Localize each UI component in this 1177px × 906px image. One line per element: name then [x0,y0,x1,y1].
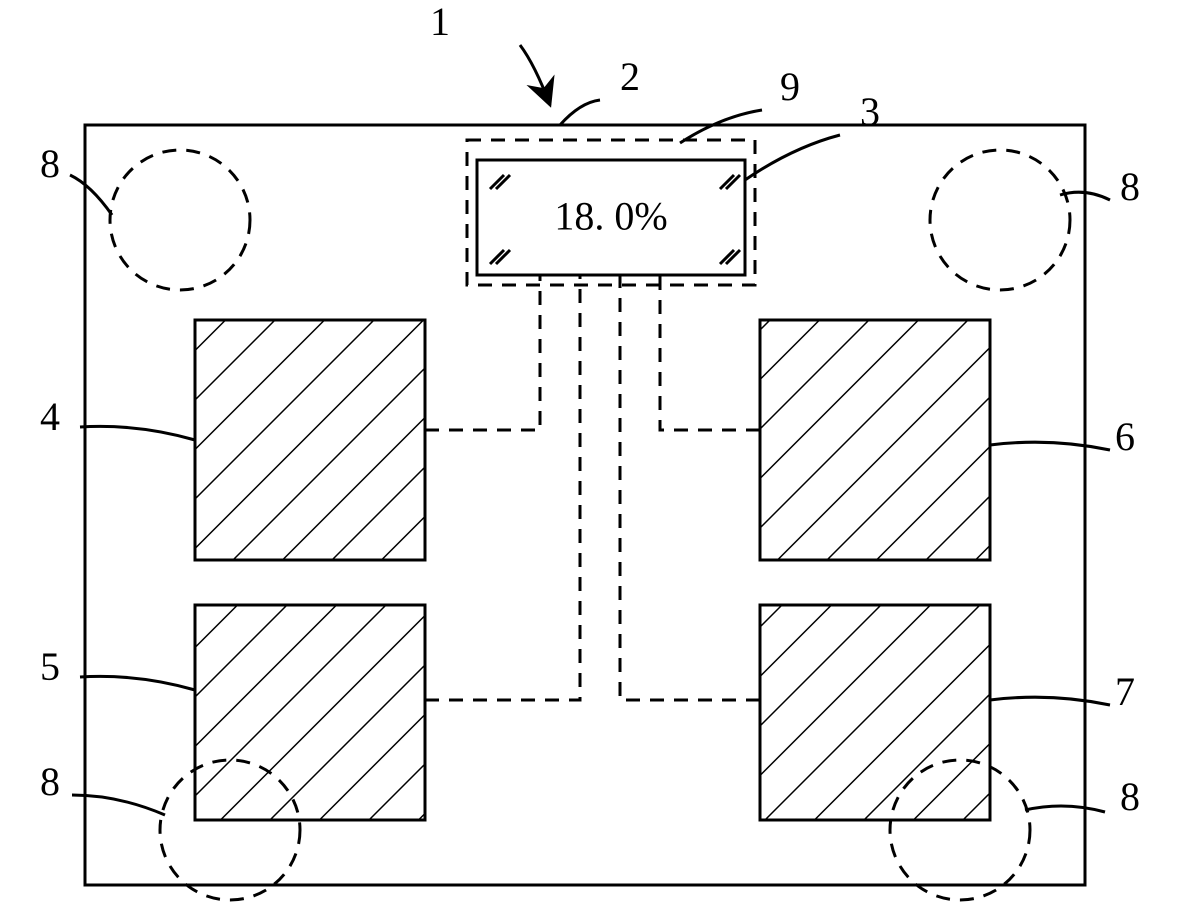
leader-line [80,676,195,690]
label-4: 4 [40,394,60,439]
leader-line [520,45,550,105]
label-8: 8 [40,141,60,186]
connection-line [660,275,760,430]
leader-line [1025,806,1105,812]
label-3: 3 [860,89,880,134]
leader-line [745,135,840,180]
connection-line [620,275,760,700]
label-2: 2 [620,54,640,99]
diagram-svg: 18. 0% 1 2 9 3 8 8 4 6 5 7 8 8 [0,0,1177,906]
hatched-block-6 [760,320,990,560]
leader-line [70,175,112,215]
label-8: 8 [1120,774,1140,819]
leader-line [990,697,1110,705]
label-7: 7 [1115,669,1135,714]
circle-8 [930,150,1070,290]
connection-line [425,275,580,700]
hatched-block-4 [195,320,425,560]
leader-line [560,100,600,125]
label-8: 8 [40,759,60,804]
leader-line [990,442,1110,450]
label-1: 1 [430,0,450,44]
label-8: 8 [1120,164,1140,209]
hatched-block-7 [760,605,990,820]
label-5: 5 [40,644,60,689]
connection-line [425,275,540,430]
circle-8 [110,150,250,290]
label-6: 6 [1115,414,1135,459]
diagram-container: 18. 0% 1 2 9 3 8 8 4 6 5 7 8 8 [0,0,1177,906]
leader-line [80,426,195,440]
hatched-block-5 [195,605,425,820]
display-value: 18. 0% [554,194,667,239]
label-9: 9 [780,64,800,109]
